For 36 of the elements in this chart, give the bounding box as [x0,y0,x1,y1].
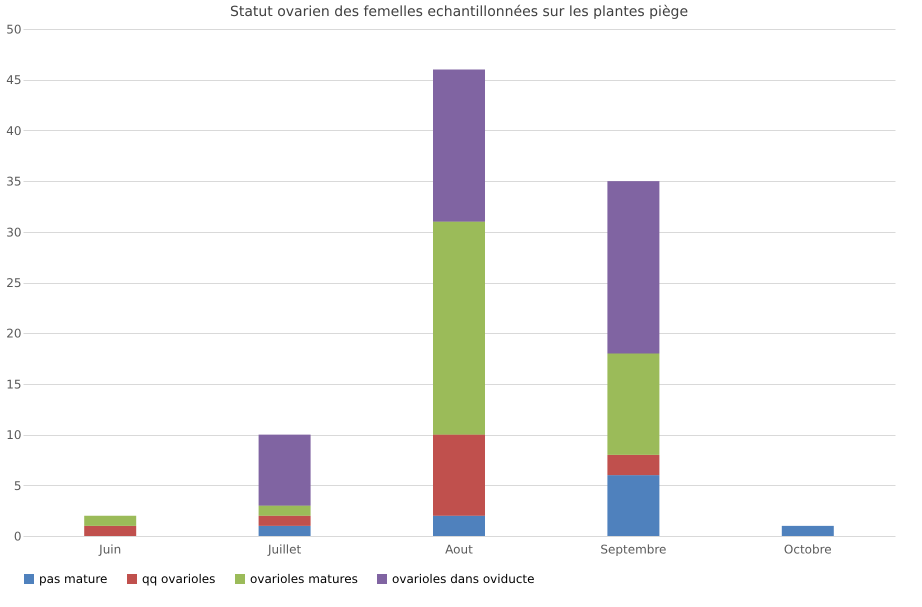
bar [258,506,311,516]
y-tick-label: 40 [6,124,22,138]
bar [607,353,660,455]
y-tick-label: 30 [6,225,22,240]
x-tick-label: Aout [445,542,474,556]
bar [433,434,485,516]
bar [607,454,660,476]
legend-label: qq ovarioles [142,572,216,586]
bar [433,516,485,536]
y-tick-label: 10 [6,428,22,442]
chart-title: Statut ovarien des femelles echantillonnées sur les plantes piège [230,4,688,20]
legend-label: pas mature [39,572,108,586]
bar [84,526,136,536]
bar [84,516,136,526]
legend-label: ovarioles dans oviducte [392,572,535,586]
x-tick-label: Septembre [600,542,666,556]
y-tick-label: 35 [6,174,22,189]
y-tick-label: 50 [6,22,22,36]
y-tick-label: 0 [14,530,22,544]
bar [258,516,311,526]
y-tick-label: 5 [14,478,22,493]
bar [433,70,485,222]
y-tick-label: 25 [6,276,22,290]
bar [782,526,834,536]
legend-label: ovarioles matures [250,572,358,586]
bar [258,526,311,536]
x-tick-label: Juillet [266,542,302,556]
y-tick-label: 20 [6,326,22,341]
x-tick-label: Octobre [784,542,832,556]
bar [258,434,311,506]
bar [433,222,485,435]
bar [607,181,660,354]
x-tick-label: Juin [98,542,122,556]
y-tick-label: 45 [6,73,22,88]
bar [607,475,660,536]
y-tick-label: 15 [6,377,22,392]
